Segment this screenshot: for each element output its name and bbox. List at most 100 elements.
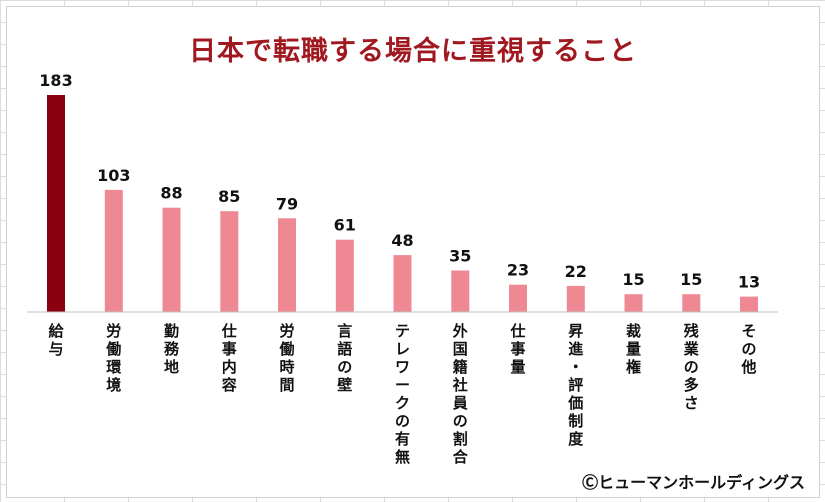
- category-label-char: そ: [741, 322, 756, 340]
- category-label-char: 境: [106, 376, 121, 394]
- category-label-char: 制: [568, 412, 583, 430]
- category-label-char: 権: [626, 358, 641, 376]
- data-label-3: 85: [218, 187, 240, 206]
- bar-9[interactable]: [566, 285, 585, 312]
- category-label-char: 価: [567, 394, 583, 412]
- bar-8[interactable]: [509, 284, 527, 312]
- bar-10[interactable]: [624, 294, 643, 312]
- category-label-0: 給与: [48, 322, 64, 358]
- data-label-5: 61: [334, 216, 356, 235]
- category-label-char: 度: [568, 430, 584, 448]
- bar-4[interactable]: [278, 218, 296, 312]
- category-label-char: 壁: [337, 376, 352, 394]
- bar-7[interactable]: [451, 270, 470, 313]
- category-label-char: 外: [452, 322, 468, 340]
- data-label-11: 15: [680, 270, 702, 289]
- category-label-char: 容: [221, 376, 237, 394]
- category-label-char: 籍: [453, 358, 468, 376]
- category-label-char: 語: [337, 340, 352, 358]
- category-label-char: の: [337, 358, 352, 376]
- bar-0[interactable]: [47, 95, 65, 312]
- category-label-char: 残: [684, 322, 699, 340]
- data-label-2: 88: [160, 184, 182, 203]
- data-label-0: 183: [39, 71, 72, 90]
- category-label-char: レ: [395, 340, 410, 358]
- data-label-10: 15: [622, 270, 644, 289]
- category-label-char: 評: [568, 376, 583, 394]
- category-label-char: ワ: [395, 358, 410, 376]
- category-label-char: 給: [48, 322, 64, 340]
- data-label-8: 23: [507, 261, 529, 280]
- category-label-char: 環: [106, 358, 122, 376]
- bar-6[interactable]: [393, 255, 412, 312]
- category-label-char: 地: [164, 358, 179, 376]
- bar-2[interactable]: [162, 207, 181, 312]
- category-label-char: の: [453, 412, 468, 430]
- category-label-char: 員: [452, 394, 468, 412]
- category-label-char: 時: [279, 358, 294, 376]
- category-label-2: 勤務地: [164, 322, 180, 376]
- bar-11[interactable]: [682, 294, 701, 312]
- category-label-12: その他: [740, 322, 756, 376]
- category-label-char: 昇: [568, 322, 583, 340]
- category-label-char: 仕: [509, 322, 525, 340]
- data-label-12: 13: [738, 273, 760, 292]
- category-label-char: 事: [510, 340, 525, 358]
- chart-area[interactable]: 日本で転職する場合に重視すること 183 給与 103 労働環境 88 勤務地 85 仕事内容…: [6, 6, 820, 498]
- category-label-char: 働: [278, 340, 294, 358]
- category-label-char: 事: [222, 340, 237, 358]
- category-label-char: 社: [452, 376, 468, 394]
- category-label-char: 裁: [626, 322, 641, 340]
- bar-chart: 183給与103労働環境88勤務地85仕事内容79労働時間61言語の壁48テレワ…: [27, 71, 778, 466]
- category-label-char: ー: [395, 376, 410, 394]
- category-label-char: ・: [568, 358, 583, 376]
- category-label-char: 有: [395, 430, 410, 448]
- chart-title: 日本で転職する場合に重視すること: [189, 36, 637, 67]
- category-label-char: の: [741, 340, 756, 358]
- category-label-char: 内: [222, 358, 237, 376]
- bar-1[interactable]: [104, 189, 123, 312]
- category-label-char: 割: [453, 430, 468, 448]
- copyright-note: Ⓒヒューマンホールディングス: [582, 473, 805, 492]
- category-label-8: 仕事量: [509, 322, 525, 376]
- category-label-char: 労: [106, 322, 121, 340]
- bar-3[interactable]: [220, 211, 239, 312]
- data-label-9: 22: [565, 262, 587, 281]
- category-label-char: 他: [740, 358, 756, 376]
- bar-12[interactable]: [740, 296, 758, 312]
- category-label-char: 量: [510, 358, 525, 376]
- category-label-char: 与: [48, 340, 63, 358]
- category-label-char: 国: [453, 340, 468, 358]
- category-label-char: 務: [164, 340, 180, 358]
- category-label-10: 裁量権: [626, 322, 641, 376]
- category-label-char: 多: [684, 376, 699, 394]
- category-label-char: 言: [337, 322, 352, 340]
- data-label-6: 48: [391, 231, 413, 250]
- data-label-7: 35: [449, 247, 471, 266]
- category-label-char: 合: [452, 448, 469, 466]
- category-label-char: テ: [395, 322, 410, 340]
- category-label-char: 進: [568, 340, 584, 358]
- category-label-char: 労: [279, 322, 294, 340]
- category-label-char: 量: [626, 340, 641, 358]
- category-label-char: ク: [395, 394, 410, 412]
- data-label-4: 79: [276, 194, 298, 213]
- category-label-char: 勤: [164, 322, 179, 340]
- category-label-char: 働: [105, 340, 121, 358]
- bar-5[interactable]: [335, 239, 354, 312]
- category-label-char: 無: [395, 448, 410, 466]
- category-label-char: の: [684, 358, 699, 376]
- category-label-char: 業: [683, 340, 700, 358]
- category-label-char: 仕: [221, 322, 237, 340]
- category-label-char: の: [395, 412, 410, 430]
- data-label-1: 103: [97, 166, 130, 185]
- category-label-char: さ: [684, 394, 699, 412]
